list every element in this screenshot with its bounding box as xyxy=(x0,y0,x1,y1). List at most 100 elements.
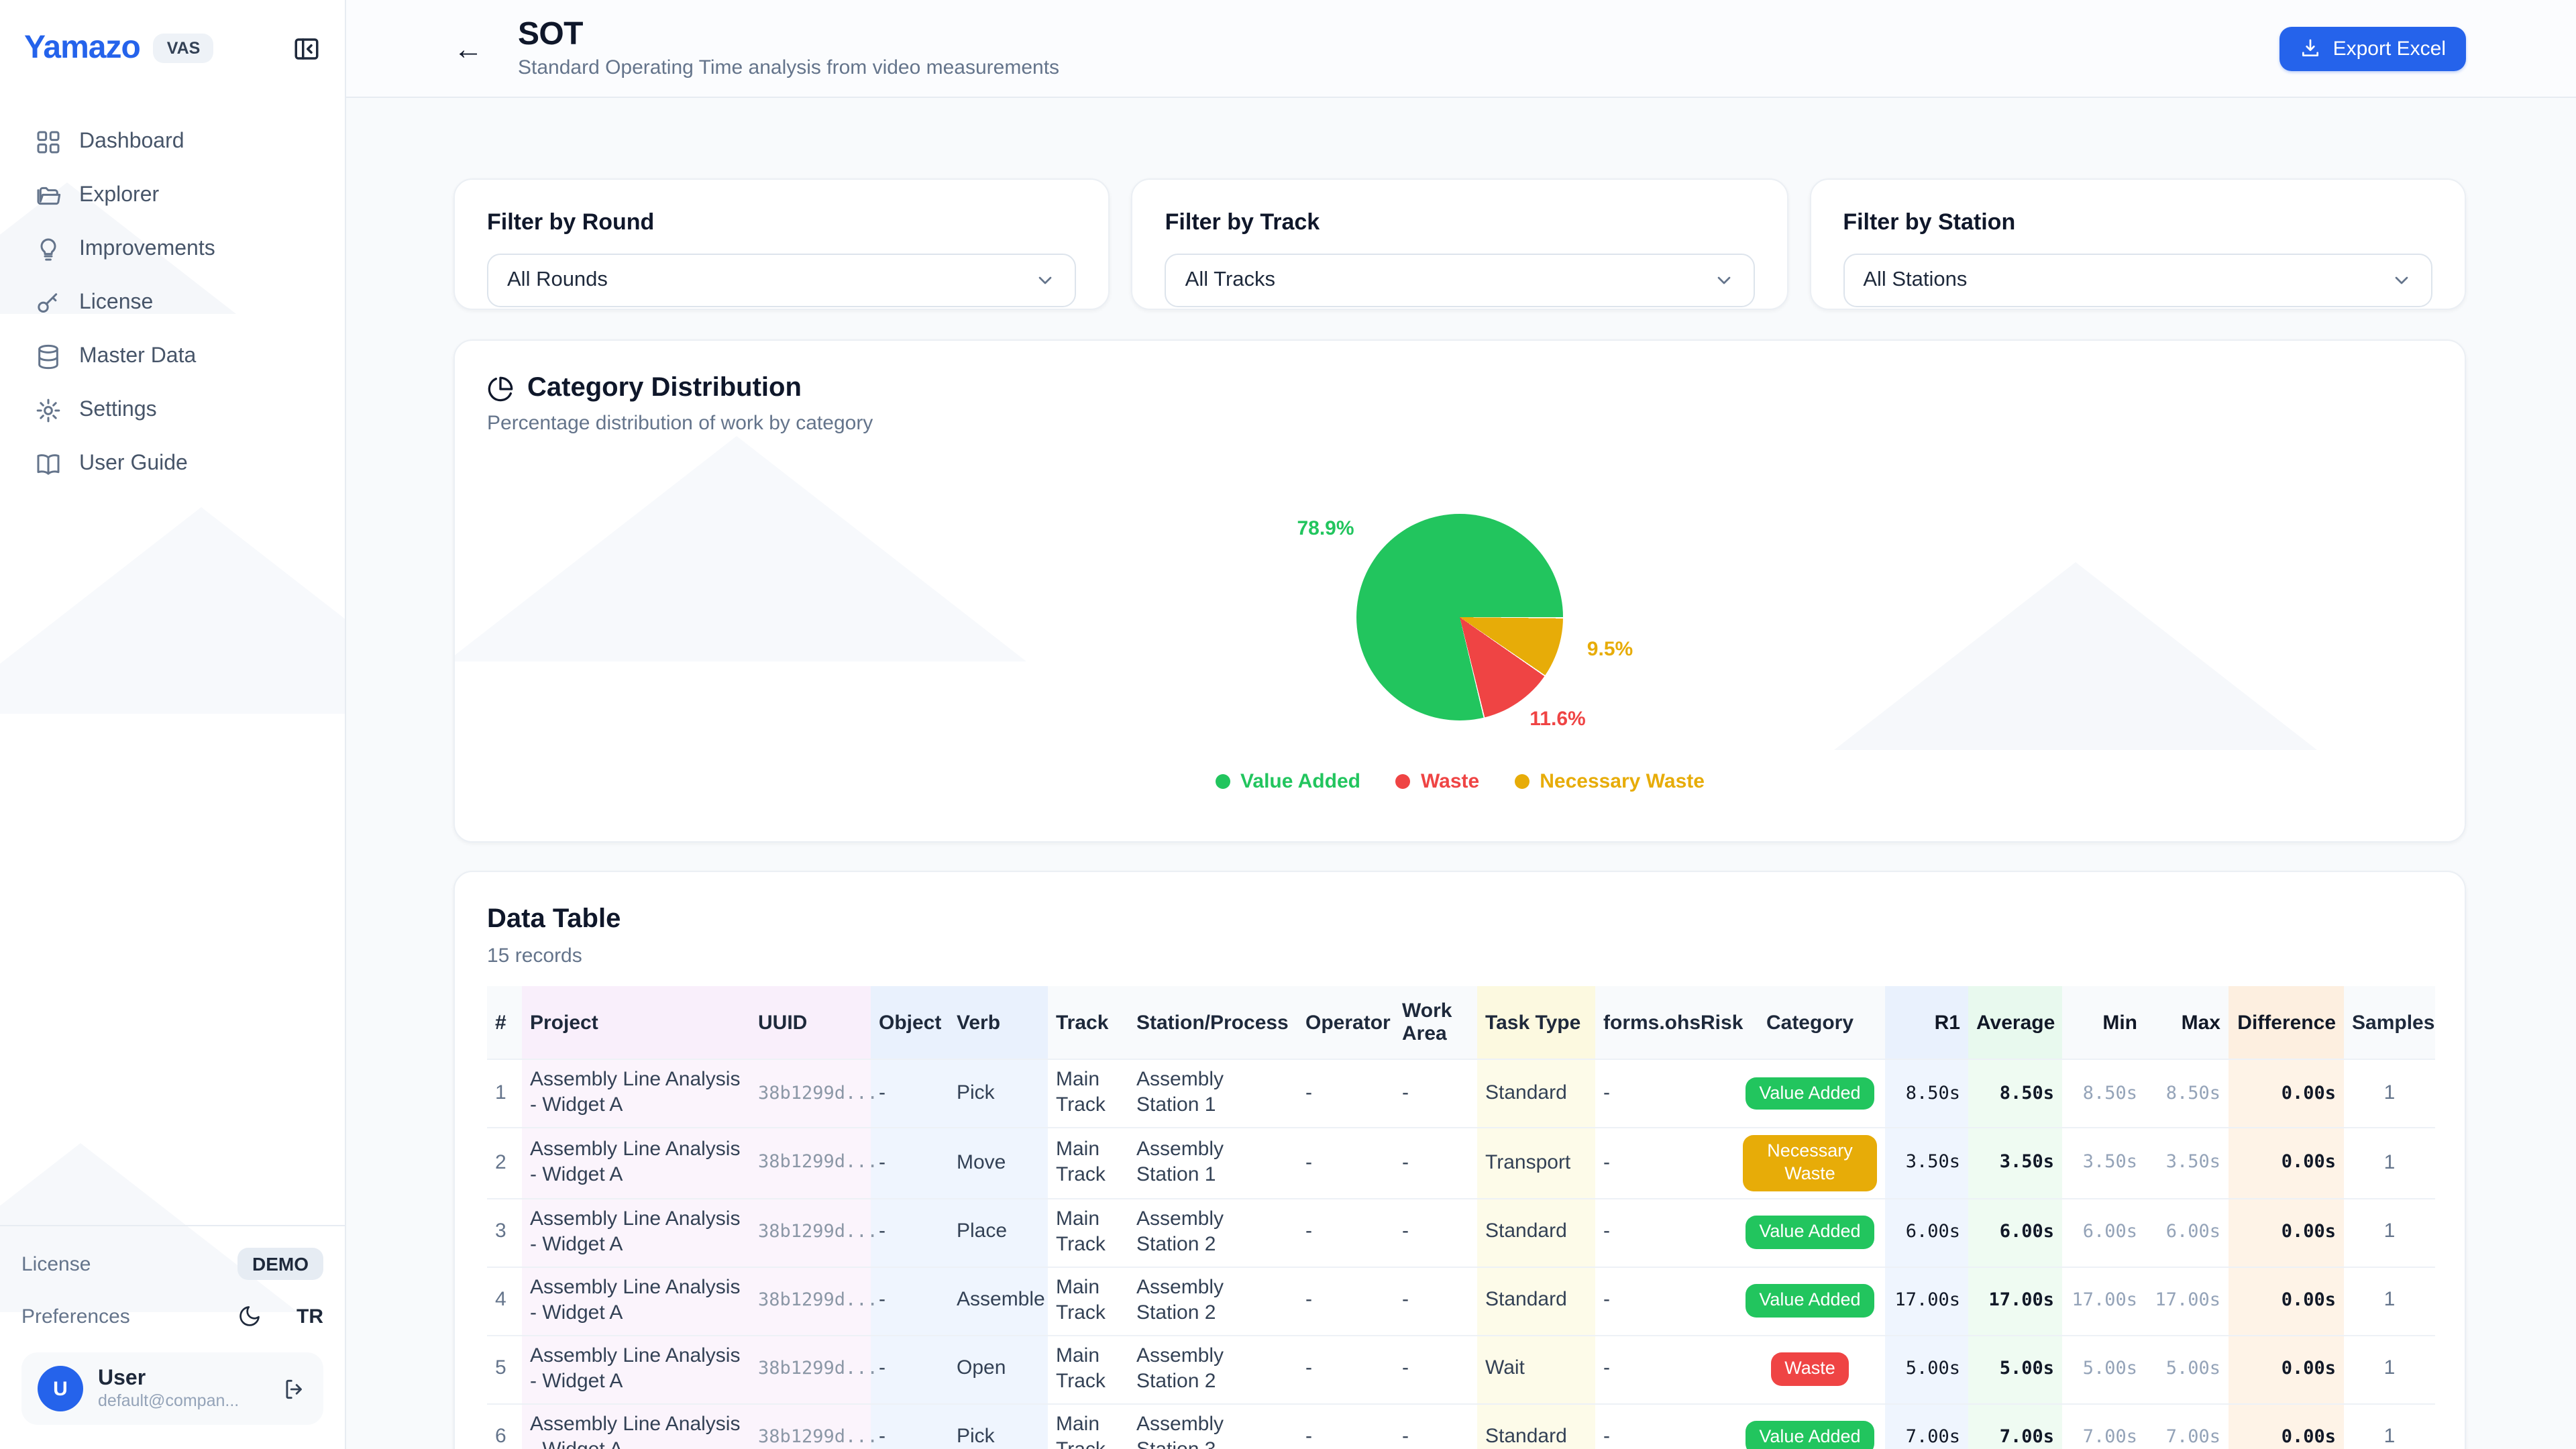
cell-project: Assembly Line Analysis - Widget A xyxy=(522,1335,750,1404)
page-subtitle: Standard Operating Time analysis from vi… xyxy=(518,56,1060,80)
cell-operator: - xyxy=(1305,1425,1312,1448)
cell-project: Assembly Line Analysis - Widget A xyxy=(522,1128,750,1199)
col-header-project: Project xyxy=(522,986,750,1059)
cell-num: 6 xyxy=(495,1425,506,1448)
chevron-down-icon xyxy=(1039,276,1052,284)
col-header-average: Average xyxy=(1968,986,2062,1059)
sidebar-nav: Dashboard Explorer Improvements License … xyxy=(0,97,345,510)
col-header-category: Category xyxy=(1735,986,1885,1059)
cell-max: 7.00s xyxy=(2165,1426,2220,1448)
sidebar: Yamazo VAS Dashboard Explorer Improvemen… xyxy=(0,0,346,1449)
cell-average: 6.00s xyxy=(1968,1198,2062,1267)
license-label: License xyxy=(21,1252,91,1275)
cell-verb: Place xyxy=(949,1198,1048,1267)
cell-project: Assembly Line Analysis - Widget A xyxy=(522,1198,750,1267)
record-count: 15 records xyxy=(487,945,582,967)
col-header-r1: R1 xyxy=(1885,986,1968,1059)
cell-verb: Move xyxy=(949,1128,1048,1199)
cell-samples: 1 xyxy=(2383,1425,2396,1448)
cell-object: - xyxy=(871,1198,949,1267)
category-badge: Waste xyxy=(1771,1352,1849,1387)
main-area: ← SOT Standard Operating Time analysis f… xyxy=(346,0,2576,1449)
cell-verb: Assemble xyxy=(949,1267,1048,1336)
legend-dot xyxy=(1395,774,1410,789)
track-select[interactable]: All Tracks xyxy=(1165,254,1755,307)
cell-r1: 6.00s xyxy=(1885,1198,1968,1267)
category-badge: Value Added xyxy=(1746,1077,1874,1110)
table-header: # Project UUID Object Verb Track Station… xyxy=(487,986,2435,1059)
cell-average: 3.50s xyxy=(1968,1128,2062,1199)
sidebar-item-label: User Guide xyxy=(79,452,188,475)
app-logo: Yamazo xyxy=(24,30,141,66)
cell-project: Assembly Line Analysis - Widget A xyxy=(522,1403,750,1449)
col-header-work-area: Work Area xyxy=(1394,986,1477,1059)
sidebar-item-explorer[interactable]: Explorer xyxy=(16,169,329,223)
sidebar-item-improvements[interactable]: Improvements xyxy=(16,223,329,276)
cell-verb: Pick xyxy=(949,1059,1048,1128)
pie-slice-label-waste: 11.6% xyxy=(1529,708,1586,731)
logout-icon[interactable] xyxy=(282,1376,307,1401)
sidebar-item-settings[interactable]: Settings xyxy=(16,384,329,437)
cell-operator: - xyxy=(1305,1081,1312,1104)
chart-subtitle: Percentage distribution of work by categ… xyxy=(487,412,873,435)
page-title: SOT xyxy=(518,15,583,52)
cell-num: 1 xyxy=(495,1081,506,1104)
database-icon xyxy=(38,344,58,370)
table-row: 6 Assembly Line Analysis - Widget A38b129… xyxy=(487,1403,2435,1449)
filter-card-station: Filter by Station All Stations xyxy=(1809,178,2466,310)
cell-operator: - xyxy=(1305,1150,1312,1173)
col-header-difference: Difference xyxy=(2229,986,2344,1059)
sidebar-item-master-data[interactable]: Master Data xyxy=(16,330,329,384)
col-header-verb: Verb xyxy=(949,986,1048,1059)
export-excel-button[interactable]: Export Excel xyxy=(2279,26,2466,70)
cell-work_area: - xyxy=(1402,1150,1409,1173)
station-select[interactable]: All Stations xyxy=(1843,254,2432,307)
col-header-track: Track xyxy=(1048,986,1128,1059)
back-button[interactable]: ← xyxy=(453,32,483,66)
cell-ohs_risk: - xyxy=(1603,1150,1610,1173)
key-icon xyxy=(38,293,58,313)
folder-open-icon xyxy=(37,186,61,205)
pie-chart-icon xyxy=(488,376,513,401)
round-select[interactable]: All Rounds xyxy=(487,254,1077,307)
chevron-down-icon xyxy=(2395,276,2408,284)
avatar: U xyxy=(38,1366,83,1411)
cell-track: Main Track xyxy=(1056,1138,1106,1186)
sidebar-item-label: Dashboard xyxy=(79,130,184,153)
cell-samples: 1 xyxy=(2383,1220,2396,1243)
sidebar-collapse-icon[interactable] xyxy=(292,34,321,62)
cell-ohs_risk: - xyxy=(1603,1081,1610,1104)
decorative-chevron xyxy=(0,1143,298,1312)
language-toggle[interactable]: TR xyxy=(297,1305,323,1328)
cell-r1: 3.50s xyxy=(1885,1128,1968,1199)
cell-operator: - xyxy=(1305,1220,1312,1243)
pie-chart xyxy=(1356,514,1563,720)
cell-samples: 1 xyxy=(2383,1288,2396,1311)
cell-task_type: Transport xyxy=(1477,1128,1595,1199)
cell-min: 17.00s xyxy=(2072,1289,2137,1311)
sidebar-item-license[interactable]: License xyxy=(16,276,329,330)
cell-track: Main Track xyxy=(1056,1068,1106,1117)
cell-project: Assembly Line Analysis - Widget A xyxy=(522,1059,750,1128)
cell-uuid: 38b1299d... xyxy=(750,1267,878,1336)
cell-task_type: Wait xyxy=(1477,1335,1595,1404)
cell-difference: 0.00s xyxy=(2229,1128,2344,1199)
cell-difference: 0.00s xyxy=(2229,1198,2344,1267)
sidebar-item-dashboard[interactable]: Dashboard xyxy=(16,115,329,169)
cell-project: Assembly Line Analysis - Widget A xyxy=(522,1267,750,1336)
cell-category: Value Added xyxy=(1735,1267,1885,1336)
sidebar-item-user-guide[interactable]: User Guide xyxy=(16,437,329,491)
cell-work_area: - xyxy=(1402,1356,1409,1380)
cell-samples: 1 xyxy=(2383,1150,2396,1173)
cell-uuid: 38b1299d... xyxy=(750,1335,878,1404)
filter-label: Filter by Round xyxy=(487,209,655,235)
cell-difference: 0.00s xyxy=(2229,1403,2344,1449)
cell-work_area: - xyxy=(1402,1288,1409,1311)
cell-samples: 1 xyxy=(2383,1356,2396,1380)
user-card[interactable]: U User default@compan... xyxy=(21,1352,323,1425)
moon-icon[interactable] xyxy=(237,1304,262,1328)
col-header-task-type: Task Type xyxy=(1477,986,1595,1059)
cell-operator: - xyxy=(1305,1356,1312,1380)
cell-min: 5.00s xyxy=(2082,1358,2137,1380)
